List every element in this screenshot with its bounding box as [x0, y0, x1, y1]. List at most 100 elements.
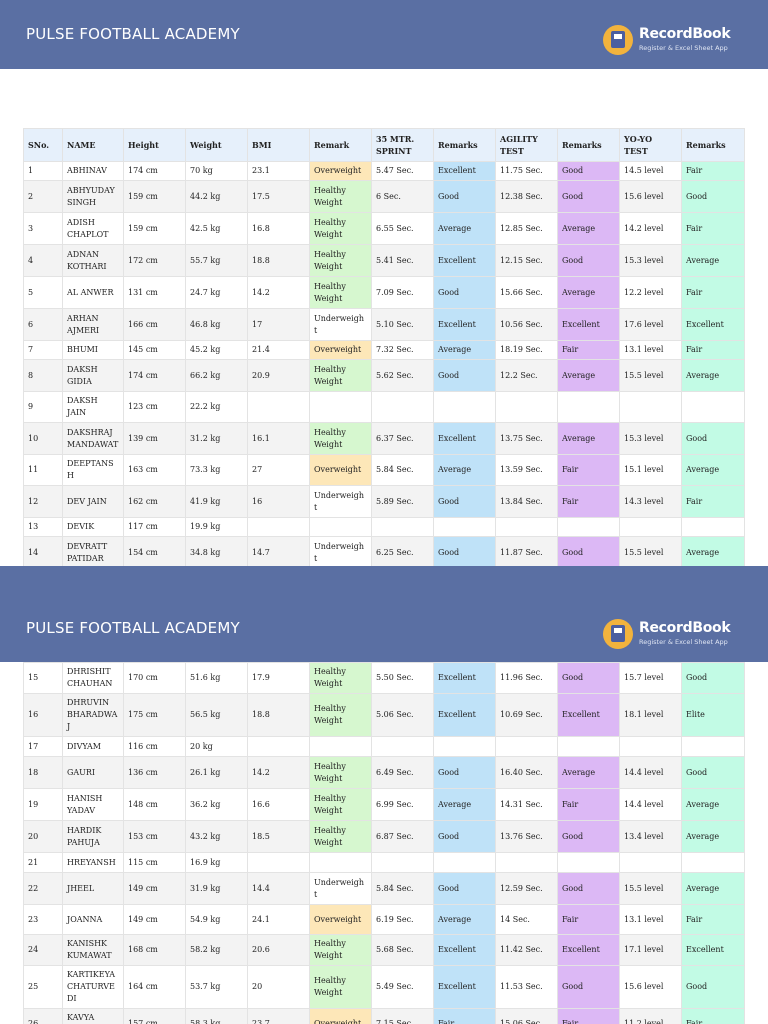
cell-bmi: 17.9: [247, 662, 310, 694]
cell-bmi: [247, 391, 310, 423]
cell-yoyo-r: Fair: [681, 276, 745, 309]
cell-bmi: 23.1: [247, 161, 310, 181]
cell-sprint: 5.41 Sec.: [371, 244, 434, 277]
cell-yoyo: 14.2 level: [619, 212, 682, 245]
cell-weight: 51.6 kg: [185, 662, 248, 694]
cell-sprint: 5.62 Sec.: [371, 359, 434, 392]
table-row: 17 DIVYAM 116 cm 20 kg: [23, 736, 745, 757]
cell-sprint: 6.99 Sec.: [371, 788, 434, 821]
cell-weight: 58.2 kg: [185, 934, 248, 966]
cell-name: DAKSH JAIN: [62, 391, 124, 423]
cell-weight: 46.8 kg: [185, 308, 248, 341]
cell-sprint-r: [433, 391, 496, 423]
cell-yoyo-r: Average: [681, 820, 745, 853]
cell-yoyo: 15.6 level: [619, 180, 682, 213]
cell-bmi: [247, 517, 310, 537]
cell-weight: 22.2 kg: [185, 391, 248, 423]
cell-height: 136 cm: [123, 756, 186, 789]
cell-weight: 34.8 kg: [185, 536, 248, 566]
cell-bmi: 21.4: [247, 340, 310, 360]
cell-weight: 58.3 kg: [185, 1008, 248, 1024]
cell-yoyo: 14.4 level: [619, 756, 682, 789]
cell-agility: 11.87 Sec.: [495, 536, 558, 566]
cell-weight: 20 kg: [185, 736, 248, 757]
cell-weight: 56.5 kg: [185, 693, 248, 737]
cell-yoyo-r: Average: [681, 536, 745, 566]
cell-sprint: 5.06 Sec.: [371, 693, 434, 737]
cell-yoyo-r: Good: [681, 662, 745, 694]
cell-name: DAKSHRAJ MANDAWAT: [62, 422, 124, 455]
cell-yoyo: 13.1 level: [619, 904, 682, 935]
cell-sno: 26: [23, 1008, 63, 1024]
cell-yoyo: [619, 852, 682, 873]
cell-sprint-r: Good: [433, 359, 496, 392]
cell-height: 174 cm: [123, 161, 186, 181]
cell-remark: Healthy Weight: [309, 788, 372, 821]
cell-remark: [309, 736, 372, 757]
cell-weight: 31.2 kg: [185, 422, 248, 455]
table-row: 18 GAURI 136 cm 26.1 kg 14.2 Healthy Weight 6.…: [23, 756, 745, 789]
cell-agility-r: Excellent: [557, 693, 620, 737]
cell-yoyo-r: Elite: [681, 693, 745, 737]
cell-sno: 12: [23, 485, 63, 518]
cell-name: ABHINAV: [62, 161, 124, 181]
cell-bmi: 14.7: [247, 536, 310, 566]
cell-weight: 36.2 kg: [185, 788, 248, 821]
cell-bmi: 17.5: [247, 180, 310, 213]
cell-sprint-r: [433, 852, 496, 873]
cell-agility-r: Good: [557, 965, 620, 1009]
cell-height: 116 cm: [123, 736, 186, 757]
cell-agility: 11.96 Sec.: [495, 662, 558, 694]
page-header: PULSE FOOTBALL ACADEMY RecordBook Regist…: [0, 0, 768, 69]
cell-weight: 16.9 kg: [185, 852, 248, 873]
cell-yoyo: 11.2 level: [619, 1008, 682, 1024]
cell-yoyo: 15.5 level: [619, 872, 682, 905]
cell-sno: 16: [23, 693, 63, 737]
cell-sprint: 5.68 Sec.: [371, 934, 434, 966]
cell-bmi: 24.1: [247, 904, 310, 935]
cell-sprint-r: Good: [433, 756, 496, 789]
cell-yoyo: 15.7 level: [619, 662, 682, 694]
cell-sprint-r: Good: [433, 820, 496, 853]
cell-name: ADNAN KOTHARI: [62, 244, 124, 277]
cell-remark: Underweight: [309, 872, 372, 905]
cell-weight: 70 kg: [185, 161, 248, 181]
cell-yoyo: [619, 517, 682, 537]
cell-sno: 15: [23, 662, 63, 694]
cell-height: 164 cm: [123, 965, 186, 1009]
cell-bmi: 20: [247, 965, 310, 1009]
cell-name: HREYANSH: [62, 852, 124, 873]
cell-sno: 9: [23, 391, 63, 423]
cell-yoyo-r: Average: [681, 454, 745, 486]
cell-agility-r: Fair: [557, 485, 620, 518]
cell-sno: 6: [23, 308, 63, 341]
column-header: Remark: [309, 128, 372, 162]
cell-sno: 5: [23, 276, 63, 309]
cell-sno: 22: [23, 872, 63, 905]
cell-remark: Underweight: [309, 485, 372, 518]
cell-agility: 14 Sec.: [495, 904, 558, 935]
column-header: NAME: [62, 128, 124, 162]
cell-remark: Healthy Weight: [309, 276, 372, 309]
cell-bmi: 16: [247, 485, 310, 518]
cell-remark: Healthy Weight: [309, 244, 372, 277]
table-row: 16 DHRUVIN BHARADWAJ 175 cm 56.5 kg 18.8 Heal…: [23, 693, 745, 737]
cell-agility: 11.75 Sec.: [495, 161, 558, 181]
cell-yoyo-r: [681, 517, 745, 537]
cell-yoyo-r: Good: [681, 965, 745, 1009]
cell-weight: 42.5 kg: [185, 212, 248, 245]
cell-yoyo: 17.1 level: [619, 934, 682, 966]
cell-remark: Underweight: [309, 308, 372, 341]
table-row: 3 ADISH CHAPLOT 159 cm 42.5 kg 16.8 Healthy W…: [23, 212, 745, 245]
cell-remark: Overweight: [309, 161, 372, 181]
cell-agility: 12.15 Sec.: [495, 244, 558, 277]
cell-remark: Healthy Weight: [309, 693, 372, 737]
cell-yoyo-r: Good: [681, 422, 745, 455]
cell-sno: 1: [23, 161, 63, 181]
cell-height: 157 cm: [123, 1008, 186, 1024]
page-1: PULSE FOOTBALL ACADEMY RecordBook Regist…: [0, 0, 768, 566]
cell-agility: 12.38 Sec.: [495, 180, 558, 213]
column-header: Remarks: [433, 128, 496, 162]
student-table-continued: 15 DHRISHIT CHAUHAN 170 cm 51.6 kg 17.9 Healt…: [23, 662, 745, 1024]
cell-weight: 19.9 kg: [185, 517, 248, 537]
